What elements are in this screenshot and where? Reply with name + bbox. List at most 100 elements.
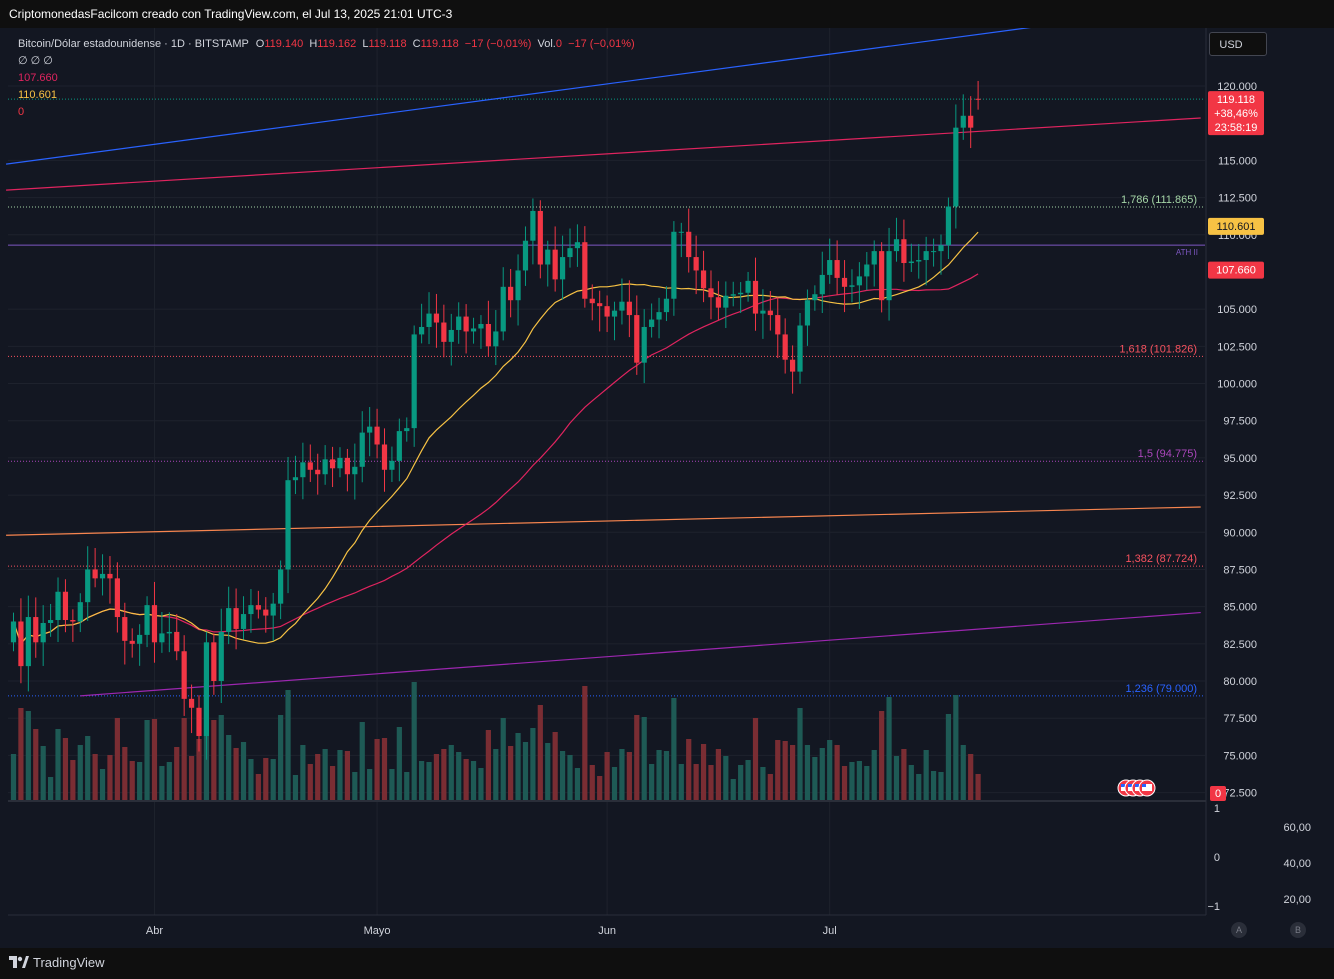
volume-bar bbox=[841, 766, 848, 800]
fib-level-label: 1,786 (111.865) bbox=[1121, 194, 1197, 206]
volume-bar bbox=[107, 755, 113, 800]
price-tick-label: 112.500 bbox=[1218, 193, 1257, 205]
last-price-tag-bg bbox=[1208, 91, 1264, 136]
candle-body bbox=[48, 620, 54, 623]
time-tick-label: Jun bbox=[598, 925, 616, 937]
candle-body bbox=[626, 301, 632, 316]
price-tick-label: 87.500 bbox=[1223, 564, 1257, 576]
volume-bar bbox=[99, 769, 106, 800]
event-flag-canton bbox=[1142, 784, 1146, 787]
candle-body bbox=[760, 310, 766, 314]
volume-bar bbox=[893, 756, 900, 800]
volume-bar bbox=[760, 767, 766, 800]
volume-bar bbox=[381, 738, 388, 800]
candle-body bbox=[114, 578, 120, 618]
volume-bar bbox=[790, 745, 796, 800]
volume-bar bbox=[804, 745, 811, 800]
candle-body bbox=[545, 249, 551, 265]
volume-bar bbox=[597, 776, 603, 800]
volume-bar bbox=[211, 720, 217, 800]
candle-body bbox=[248, 605, 254, 615]
currency-label: USD bbox=[1219, 39, 1243, 51]
high-label: H bbox=[309, 38, 318, 50]
volume-bar bbox=[493, 749, 499, 800]
volume-bar bbox=[151, 719, 158, 800]
volume-bar bbox=[322, 749, 328, 800]
candle-body bbox=[315, 469, 321, 475]
volume-bar bbox=[968, 754, 974, 800]
volume-bar bbox=[352, 772, 358, 800]
volume-bar bbox=[879, 711, 885, 800]
low-value: 119.118 bbox=[368, 38, 407, 50]
lower-pane-tick-right: 60,00 bbox=[1283, 822, 1311, 834]
volume-bar bbox=[797, 708, 803, 800]
volume-bar bbox=[663, 751, 670, 800]
candle-body bbox=[901, 239, 907, 264]
volume-bar bbox=[708, 765, 714, 800]
event-flag-canton bbox=[1121, 784, 1125, 787]
volume-bar bbox=[285, 690, 291, 800]
volume-bar bbox=[500, 718, 506, 800]
volume-bar bbox=[159, 766, 165, 800]
symbol-name[interactable]: Bitcoin/Dólar estadounidense · 1D · BITS… bbox=[18, 38, 249, 50]
candle-body bbox=[92, 569, 98, 579]
candle-body bbox=[396, 431, 402, 461]
last-price-tag-text: 119.118 bbox=[1217, 94, 1255, 106]
candle-body bbox=[730, 294, 736, 296]
log-scale-label: B bbox=[1294, 925, 1301, 935]
volume-bar bbox=[834, 745, 840, 800]
candle-body bbox=[522, 240, 529, 271]
lower-pane-tick-left: −1 bbox=[1207, 901, 1220, 913]
volume-bar bbox=[953, 695, 959, 800]
volume-bar bbox=[908, 765, 914, 800]
ma-fast-tag: 110.601 bbox=[1208, 217, 1264, 235]
volume-bar bbox=[812, 757, 818, 800]
volume-bar bbox=[723, 756, 729, 800]
candle-body bbox=[686, 231, 692, 258]
fib-level-label: 1,236 (79.000) bbox=[1125, 683, 1197, 695]
candle-body bbox=[10, 621, 17, 643]
price-tick-label: 105.000 bbox=[1217, 304, 1257, 316]
volume-bar bbox=[307, 764, 313, 800]
auto-scale-button[interactable]: A bbox=[1231, 922, 1247, 938]
price-tick-label: 120.000 bbox=[1217, 81, 1257, 93]
trendline-purple bbox=[80, 611, 1201, 697]
event-flag-stripe bbox=[1142, 784, 1152, 791]
candle-body bbox=[463, 316, 469, 332]
candle-body bbox=[537, 210, 543, 265]
volume-bar bbox=[604, 752, 610, 800]
attribution-text: CriptomonedasFacilcom creado con Trading… bbox=[9, 7, 453, 21]
tradingview-logo[interactable]: TradingView bbox=[9, 955, 105, 970]
candle-body bbox=[285, 480, 291, 570]
volume-bar bbox=[559, 751, 566, 800]
lower-pane-tick-right: 40,00 bbox=[1283, 858, 1311, 870]
currency-selector-button[interactable]: USD bbox=[1209, 32, 1267, 56]
volume-bar bbox=[508, 746, 514, 800]
candle-body bbox=[871, 251, 877, 265]
volume-bar bbox=[448, 745, 454, 800]
ma-slow-value: 107.660 bbox=[18, 72, 58, 84]
volume-bar bbox=[700, 744, 707, 800]
price-tick-label: 90.000 bbox=[1223, 527, 1257, 539]
candle-body bbox=[849, 285, 855, 287]
volume-bar bbox=[77, 745, 83, 800]
candle-body bbox=[634, 315, 640, 363]
chart-legend: Bitcoin/Dólar estadounidense · 1D · BITS… bbox=[18, 36, 635, 121]
volume-bar bbox=[611, 767, 618, 800]
volume-bar bbox=[574, 768, 581, 800]
log-scale-button[interactable]: B bbox=[1290, 922, 1306, 938]
time-tick-label: Mayo bbox=[364, 925, 391, 937]
price-axis-background bbox=[1206, 28, 1334, 948]
volume-bar bbox=[137, 762, 143, 800]
candle-body bbox=[70, 620, 76, 622]
candle-body bbox=[329, 459, 336, 469]
indicator-empty-row: ∅ ∅ ∅ bbox=[18, 55, 53, 67]
candle-body bbox=[159, 633, 165, 643]
volume-bar bbox=[485, 730, 491, 800]
volume-bar bbox=[582, 686, 588, 800]
candle-body bbox=[196, 707, 202, 737]
economic-events bbox=[1117, 779, 1156, 797]
price-tick-label: 72.500 bbox=[1223, 788, 1257, 800]
volume-bar bbox=[693, 764, 699, 800]
